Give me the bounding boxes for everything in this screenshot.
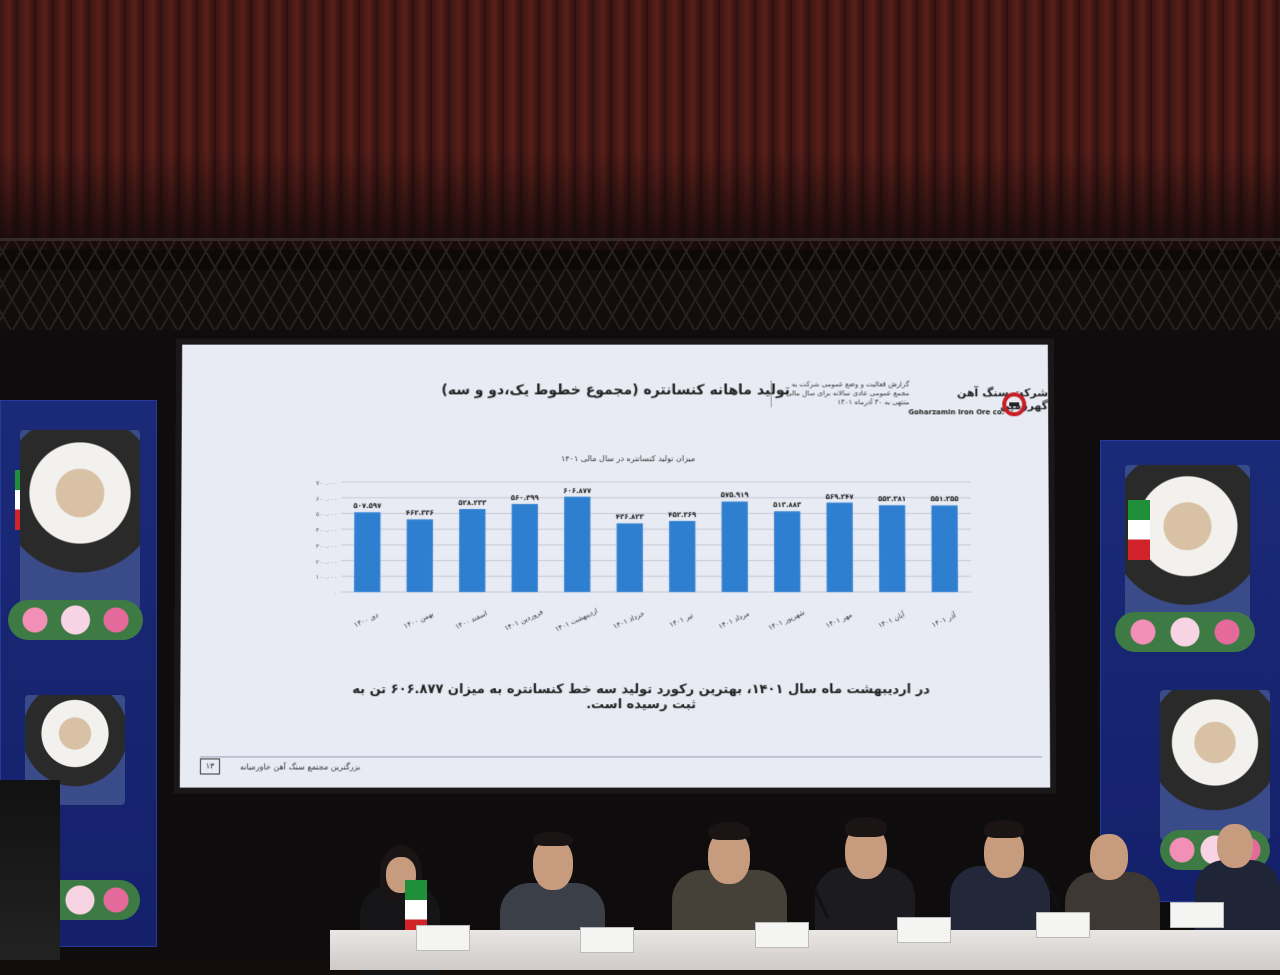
nameplate [580, 927, 634, 953]
chart-bar [407, 519, 433, 592]
x-tick-label: آبان ۱۴۰۱ [877, 609, 907, 630]
chart-bar [931, 505, 958, 592]
data-label: ۵۵۱.۲۵۵ [930, 495, 959, 503]
chart-bar [354, 512, 380, 592]
footer-divider [200, 756, 1042, 757]
iran-flag-right [1128, 500, 1150, 560]
chart-bar [879, 505, 906, 592]
chart-bar [459, 509, 485, 592]
x-tick-label: آذر ۱۴۰۱ [930, 610, 958, 629]
data-label: ۴۵۲.۳۶۹ [668, 511, 697, 519]
lighting-truss [0, 238, 1280, 344]
bar-chart: ۰ ۱۰۰.۰۰۰ ۲۰۰.۰۰۰ ۳۰۰.۰۰۰ ۴۰۰.۰۰۰ ۵۰۰.۰۰۰ ۶۰۰.… [281, 472, 982, 652]
x-tick-label: شهریور ۱۴۰۱ [767, 608, 806, 632]
x-tick-label: خرداد ۱۴۰۱ [612, 609, 646, 630]
y-tick-label: ۱۰۰.۰۰۰ [316, 574, 337, 581]
portrait-left-top [20, 430, 140, 610]
y-tick-label: ۰ [334, 590, 337, 597]
y-tick-label: ۳۰۰.۰۰۰ [316, 543, 337, 550]
news-agency-watermark [60, 740, 150, 890]
chart-bar [512, 504, 538, 592]
report-note: گزارش فعالیت و وضع عمومی شرکت به مجمع عم… [771, 380, 910, 407]
chart-bar [564, 497, 590, 592]
x-tick-label: مرداد ۱۴۰۱ [717, 609, 751, 630]
slide-conclusion: در اردیبهشت ماه سال ۱۴۰۱، بهترین رکورد ت… [340, 682, 941, 712]
chart-bar [826, 503, 852, 592]
y-tick-label: ۷۰۰.۰۰۰ [316, 480, 337, 487]
data-label: ۵۰۷.۵۹۷ [353, 502, 382, 510]
projection-screen: تولید ماهانه کنسانتره (مجموع خطوط یک،دو … [174, 339, 1057, 794]
x-tick-label: فروردین ۱۴۰۱ [503, 608, 544, 633]
data-label: ۵۶۹.۲۴۷ [825, 493, 854, 501]
nameplate [897, 917, 951, 943]
chart-bar [617, 523, 643, 592]
chart-title: میزان تولید کنسانتره در سال مالی ۱۴۰۱ [561, 454, 695, 463]
x-tick-label: اردیبهشت ۱۴۰۱ [554, 607, 599, 634]
x-tick-label: اسفند ۱۴۰۰ [454, 609, 489, 631]
flowers-right-top [1115, 612, 1255, 652]
x-tick-label: مهر ۱۴۰۱ [825, 611, 854, 630]
data-label: ۵۲۸.۲۳۳ [458, 499, 487, 507]
portrait-right-bottom [1160, 690, 1270, 840]
data-label: ۵۷۵.۹۱۹ [721, 492, 750, 500]
company-logo-icon [1002, 392, 1026, 416]
slide-footer: بزرگترین مجتمع سنگ آهن خاورمیانه [240, 762, 360, 771]
flowers-left-top [8, 600, 143, 640]
y-tick-label: ۶۰۰.۰۰۰ [316, 496, 337, 503]
data-label: ۶۰۶.۸۷۷ [563, 487, 592, 495]
company-name-en: Goharzamin Iron Ore co. [908, 408, 1004, 416]
nameplate [755, 922, 809, 948]
slide-title: تولید ماهانه کنسانتره (مجموع خطوط یک،دو … [441, 382, 790, 398]
nameplate [1036, 912, 1090, 938]
y-tick-label: ۵۰۰.۰۰۰ [316, 511, 337, 518]
data-label: ۴۳۶.۸۲۳ [616, 513, 645, 521]
data-label: ۵۶۰.۳۹۹ [511, 494, 540, 502]
camera-rig [0, 780, 60, 960]
x-tick-label: تیر ۱۴۰۱ [668, 611, 694, 629]
chart-bar [722, 502, 748, 592]
chart-bar [774, 511, 800, 592]
nameplate [1170, 902, 1224, 928]
x-tick-label: دی ۱۴۰۰ [353, 611, 380, 629]
data-label: ۵۱۳.۸۸۳ [773, 501, 802, 509]
x-tick-label: بهمن ۱۴۰۰ [403, 610, 435, 631]
data-label: ۴۶۲.۳۳۶ [406, 509, 434, 517]
y-tick-label: ۴۰۰.۰۰۰ [316, 527, 337, 534]
page-number: ۱۳ [200, 758, 220, 774]
nameplate [416, 925, 470, 951]
chart-bar [669, 521, 695, 592]
data-label: ۵۵۲.۳۸۱ [878, 495, 906, 503]
y-tick-label: ۲۰۰.۰۰۰ [316, 559, 337, 566]
